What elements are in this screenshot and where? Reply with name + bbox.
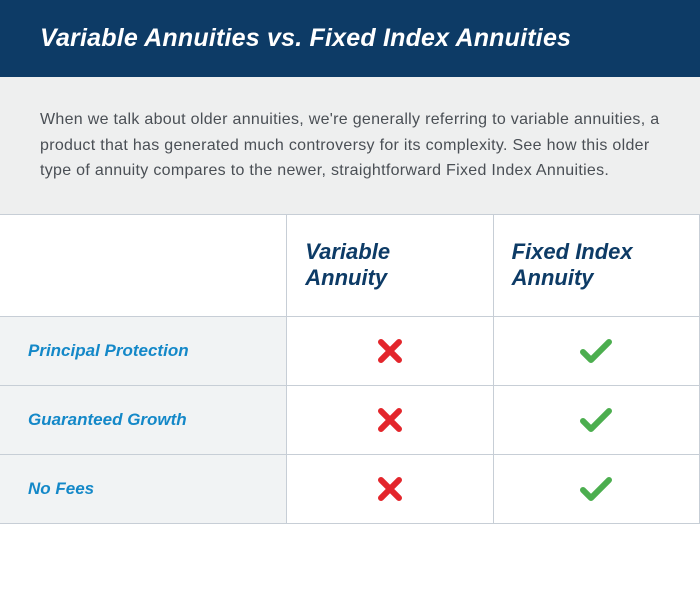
cross-icon — [376, 342, 404, 359]
col-header-variable: Variable Annuity — [287, 214, 493, 316]
cross-icon — [376, 480, 404, 497]
comparison-table-wrap: Variable Annuity Fixed Index Annuity Pri… — [0, 214, 700, 524]
table-row: Principal Protection — [0, 316, 700, 385]
check-icon — [579, 342, 613, 359]
table-row: No Fees — [0, 454, 700, 523]
comparison-container: Variable Annuities vs. Fixed Index Annui… — [0, 0, 700, 524]
fixed-cell — [493, 454, 699, 523]
intro-text: When we talk about older annuities, we'r… — [0, 77, 700, 214]
table-header-row: Variable Annuity Fixed Index Annuity — [0, 214, 700, 316]
col-header-fixed: Fixed Index Annuity — [493, 214, 699, 316]
page-title: Variable Annuities vs. Fixed Index Annui… — [40, 24, 660, 53]
feature-label: No Fees — [0, 454, 287, 523]
variable-cell — [287, 454, 493, 523]
feature-label: Principal Protection — [0, 316, 287, 385]
comparison-table: Variable Annuity Fixed Index Annuity Pri… — [0, 214, 700, 524]
cross-icon — [376, 411, 404, 428]
check-icon — [579, 411, 613, 428]
table-row: Guaranteed Growth — [0, 385, 700, 454]
variable-cell — [287, 316, 493, 385]
variable-cell — [287, 385, 493, 454]
check-icon — [579, 480, 613, 497]
header-bar: Variable Annuities vs. Fixed Index Annui… — [0, 0, 700, 77]
table-body: Principal ProtectionGuaranteed GrowthNo … — [0, 316, 700, 523]
col-header-blank — [0, 214, 287, 316]
feature-label: Guaranteed Growth — [0, 385, 287, 454]
fixed-cell — [493, 385, 699, 454]
fixed-cell — [493, 316, 699, 385]
